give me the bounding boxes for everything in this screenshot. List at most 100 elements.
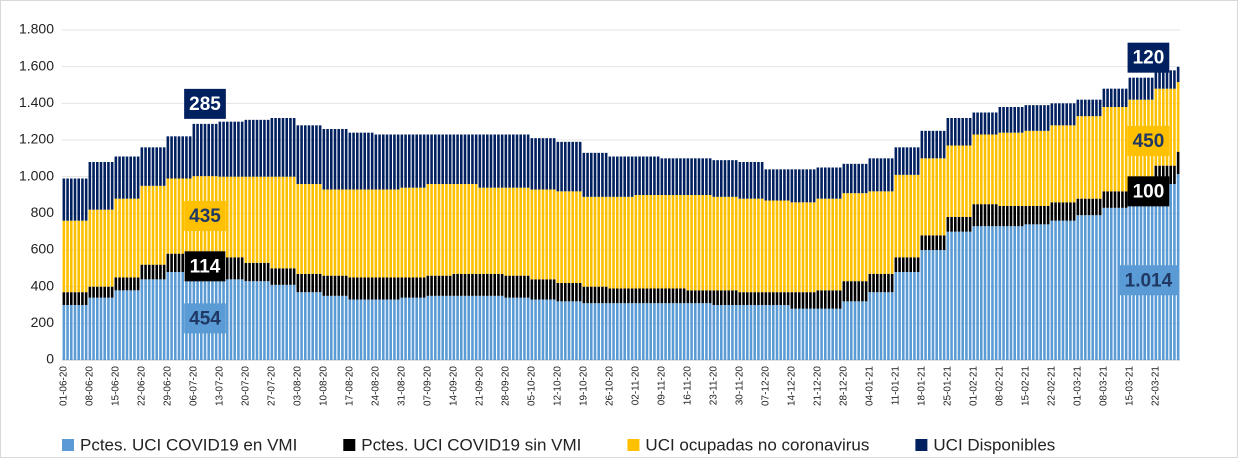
bar-segment [601, 152, 604, 197]
x-tick-label: 28-12-20 [838, 366, 849, 406]
bar-segment [1057, 220, 1061, 360]
bar-segment [523, 134, 526, 188]
bar-segment [136, 156, 140, 199]
bar-segment [1009, 132, 1013, 206]
bar-segment [248, 119, 251, 177]
x-tick-label: 03-08-20 [292, 366, 303, 406]
bar-segment [333, 275, 337, 296]
bar-segment [244, 281, 248, 360]
bar-segment [667, 288, 671, 304]
bar-segment [790, 202, 794, 293]
bar-segment [441, 275, 445, 296]
bar-segment [240, 121, 244, 177]
bar-segment [1106, 107, 1109, 192]
bar-segment [1031, 224, 1035, 360]
legend-label: UCI Disponibles [933, 435, 1055, 454]
bar-segment [939, 235, 942, 250]
bar-segment [794, 308, 797, 360]
bar-segment [701, 303, 705, 360]
bar-segment [838, 167, 842, 199]
bar-segment [983, 226, 987, 360]
bar-segment [1095, 198, 1098, 216]
bar-segment [1176, 82, 1180, 152]
bar-segment [62, 305, 66, 360]
bar-segment [166, 253, 170, 272]
bar-segment [270, 284, 274, 360]
bar-segment [671, 303, 675, 360]
bar-segment [1039, 130, 1043, 206]
bar-segment [1139, 77, 1143, 100]
bar-segment [1020, 206, 1024, 227]
bar-segment [846, 163, 849, 194]
bar-segment [77, 178, 81, 221]
bar-segment [604, 152, 608, 197]
bar-segment [344, 275, 348, 296]
bar-segment [103, 162, 107, 210]
bar-segment [846, 281, 849, 302]
bar-segment [909, 174, 913, 258]
bar-segment [1087, 215, 1091, 360]
bar-segment [426, 275, 430, 296]
bar-segment [482, 295, 485, 360]
bar-segment [883, 158, 887, 192]
bar-segment [742, 305, 745, 360]
bar-segment [868, 158, 872, 192]
bar-segment [396, 134, 400, 190]
bar-segment [786, 200, 790, 293]
bar-segment [898, 174, 901, 258]
bar-segment [924, 250, 927, 360]
data-label-box [1127, 125, 1170, 156]
bar-segment [534, 138, 537, 190]
bar-segment [690, 195, 693, 291]
bar-segment [586, 152, 589, 197]
bar-segment [905, 272, 909, 360]
bar-segment [556, 141, 560, 192]
bar-segment [634, 288, 638, 304]
x-tick-label: 29-06-20 [162, 366, 173, 406]
bar-segment [1039, 224, 1043, 360]
bar-segment [1035, 224, 1039, 360]
bar-segment [433, 295, 437, 360]
bar-segment [459, 134, 463, 184]
bar-segment [753, 198, 757, 293]
bar-segment [816, 198, 820, 291]
bar-segment [530, 138, 534, 190]
bar-segment [816, 290, 820, 309]
bar-segment [415, 134, 419, 188]
bar-segment [166, 178, 170, 254]
bar-segment [1061, 103, 1065, 126]
bar-segment [155, 147, 159, 186]
bar-segment [864, 301, 868, 360]
bar-segment [734, 305, 738, 360]
bar-segment [500, 273, 504, 296]
bar-segment [300, 184, 303, 274]
bar-segment [556, 301, 560, 360]
bar-segment [1054, 103, 1057, 126]
bar-segment [1128, 77, 1132, 100]
bar-segment [894, 257, 898, 272]
bar-segment [701, 158, 705, 195]
bar-segment [619, 303, 623, 360]
bar-segment [582, 286, 586, 304]
bar-segment [311, 125, 315, 184]
bar-segment [541, 138, 545, 190]
bar-segment [935, 130, 939, 159]
bar-segment [329, 189, 333, 276]
bar-segment [489, 295, 493, 360]
bar-segment [400, 134, 404, 188]
bar-segment [619, 196, 623, 289]
bar-segment [244, 176, 248, 263]
bar-segment [500, 187, 504, 274]
bar-segment [898, 257, 901, 272]
bar-segment [738, 162, 742, 199]
bar-segment [95, 297, 99, 360]
bar-segment [1161, 165, 1165, 184]
bar-segment [170, 272, 173, 360]
bar-segment [935, 235, 939, 250]
bar-segment [166, 136, 170, 179]
bar-segment [552, 189, 556, 280]
bar-segment [140, 185, 144, 265]
bar-segment [998, 226, 1002, 360]
bar-segment [441, 295, 445, 360]
